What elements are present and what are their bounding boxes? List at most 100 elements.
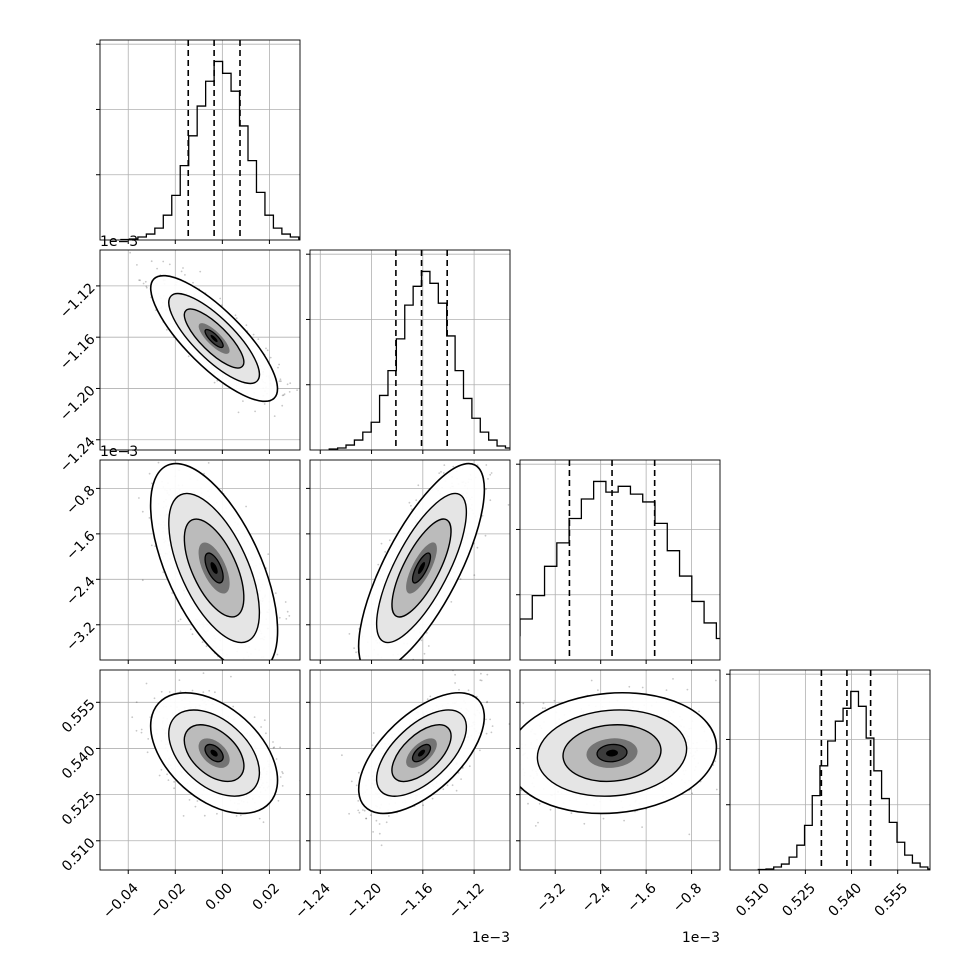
sample-point: [364, 682, 366, 684]
sample-point: [369, 814, 372, 816]
x-tick-label-col0: 0.02: [250, 880, 283, 913]
sample-point: [348, 633, 351, 635]
sample-point: [353, 647, 355, 649]
sample-point: [191, 633, 194, 636]
sample-point: [480, 679, 483, 682]
sample-point: [166, 773, 169, 776]
sample-point: [191, 689, 194, 692]
sample-point: [442, 788, 445, 791]
sample-point: [196, 800, 199, 802]
sample-point: [147, 738, 150, 740]
sample-point: [138, 497, 140, 499]
scatter-panel-2-1: [306, 459, 511, 718]
sample-point: [219, 297, 222, 300]
sample-point: [252, 333, 255, 336]
sample-point: [190, 454, 192, 456]
sample-point: [277, 799, 280, 802]
sample-point: [242, 400, 244, 402]
sample-point: [420, 639, 423, 642]
sample-point: [391, 661, 393, 663]
sample-point: [233, 665, 235, 667]
sample-point: [489, 499, 492, 502]
sample-point: [168, 691, 171, 693]
sample-point: [202, 672, 205, 674]
sample-point: [410, 504, 412, 507]
sample-point: [431, 797, 434, 800]
sample-point: [273, 746, 276, 749]
sample-point: [281, 404, 284, 407]
sample-point: [276, 653, 279, 656]
sample-point: [245, 324, 248, 327]
sample-point: [179, 618, 182, 621]
sample-point: [180, 270, 183, 273]
sample-point: [366, 668, 368, 670]
y-tick-label-row2: −3.2: [63, 619, 98, 654]
sample-point: [262, 821, 265, 824]
sample-point: [146, 751, 149, 754]
sample-point: [361, 680, 363, 682]
sample-point: [141, 510, 144, 513]
sample-point: [442, 472, 445, 474]
sample-point: [140, 731, 143, 734]
sample-point: [362, 716, 364, 718]
sample-point: [450, 601, 453, 603]
sample-point: [288, 391, 291, 393]
sample-point: [285, 618, 288, 620]
sample-point: [141, 579, 144, 582]
sample-point: [455, 789, 458, 792]
panel-frame: [99, 459, 301, 661]
sample-point: [366, 676, 368, 678]
sample-point: [148, 472, 151, 475]
sample-point: [202, 691, 205, 693]
sample-point: [485, 732, 488, 735]
sample-point: [279, 776, 282, 778]
sample-point: [131, 716, 134, 719]
sample-point: [253, 716, 256, 718]
density-layer: [131, 672, 300, 824]
sample-point: [167, 779, 170, 781]
sample-point: [260, 726, 262, 728]
y-tick-label-row1: −1.12: [57, 280, 99, 322]
sample-point: [173, 787, 176, 790]
panel-frame: [99, 39, 301, 241]
sample-point: [278, 363, 280, 366]
sample-point: [281, 785, 284, 787]
sample-point: [194, 805, 197, 808]
sample-point: [142, 282, 145, 285]
sample-point: [383, 666, 385, 668]
y-tick-label-row3: 0.540: [59, 743, 99, 783]
histogram-panel-0: [96, 39, 301, 244]
sample-point: [234, 314, 237, 317]
sample-point: [382, 666, 384, 668]
sample-point: [179, 690, 182, 693]
density-contour-6: [210, 749, 218, 757]
sample-point: [140, 728, 143, 731]
sample-point: [485, 464, 488, 466]
density-layer: [129, 251, 298, 417]
scatter-panel-2-0: −3.2−2.4−1.6−0.81e−3: [63, 444, 301, 669]
sample-point: [135, 729, 138, 732]
sample-point: [481, 514, 484, 517]
sample-point: [272, 741, 274, 743]
sample-point: [273, 415, 276, 417]
sample-point: [281, 771, 283, 773]
sample-point: [383, 665, 385, 667]
sample-point: [265, 732, 267, 735]
sample-point: [203, 472, 205, 475]
sample-point: [278, 616, 281, 619]
sample-point: [380, 542, 383, 545]
sample-point: [208, 689, 211, 692]
sample-point: [454, 682, 456, 684]
sample-point: [365, 817, 368, 820]
sample-point: [489, 473, 492, 476]
sample-point: [267, 667, 269, 669]
sample-point: [278, 380, 281, 382]
sample-point: [151, 482, 153, 485]
sample-point: [129, 251, 132, 254]
sample-point: [286, 383, 289, 386]
sample-point: [216, 379, 219, 382]
y-offset-label-row1: 1e−3: [100, 234, 138, 250]
sample-point: [257, 338, 260, 340]
